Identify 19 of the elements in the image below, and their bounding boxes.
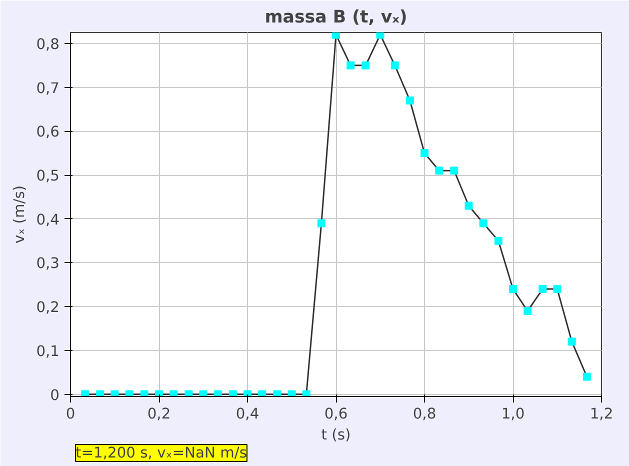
y-tick-label: 0 <box>50 386 60 404</box>
y-tick-label: 0,8 <box>36 36 60 53</box>
x-tick-label: 0,2 <box>147 406 171 422</box>
x-tick-label: 0,6 <box>324 406 348 422</box>
y-tick-label: 0,1 <box>36 342 60 360</box>
y-tick-label: 0,3 <box>36 255 60 272</box>
y-axis-title: vₓ (m/s) <box>11 185 28 244</box>
x-tick-label: 0,8 <box>412 406 436 422</box>
y-tick-label: 0,2 <box>36 299 60 316</box>
y-tick-label: 0,5 <box>36 168 60 185</box>
x-tick-label: 1,2 <box>590 406 614 422</box>
y-tick-label: 0,7 <box>36 80 60 97</box>
x-tick-label: 0 <box>66 406 76 422</box>
y-tick-label: 0,6 <box>36 124 60 141</box>
y-tick-label: 0,4 <box>36 211 60 228</box>
x-axis-title: t (s) <box>321 426 351 444</box>
x-tick-label: 1,0 <box>501 406 525 422</box>
x-tick-label: 0,4 <box>236 406 260 422</box>
chart-title: massa B (t, vₓ) <box>264 8 408 28</box>
